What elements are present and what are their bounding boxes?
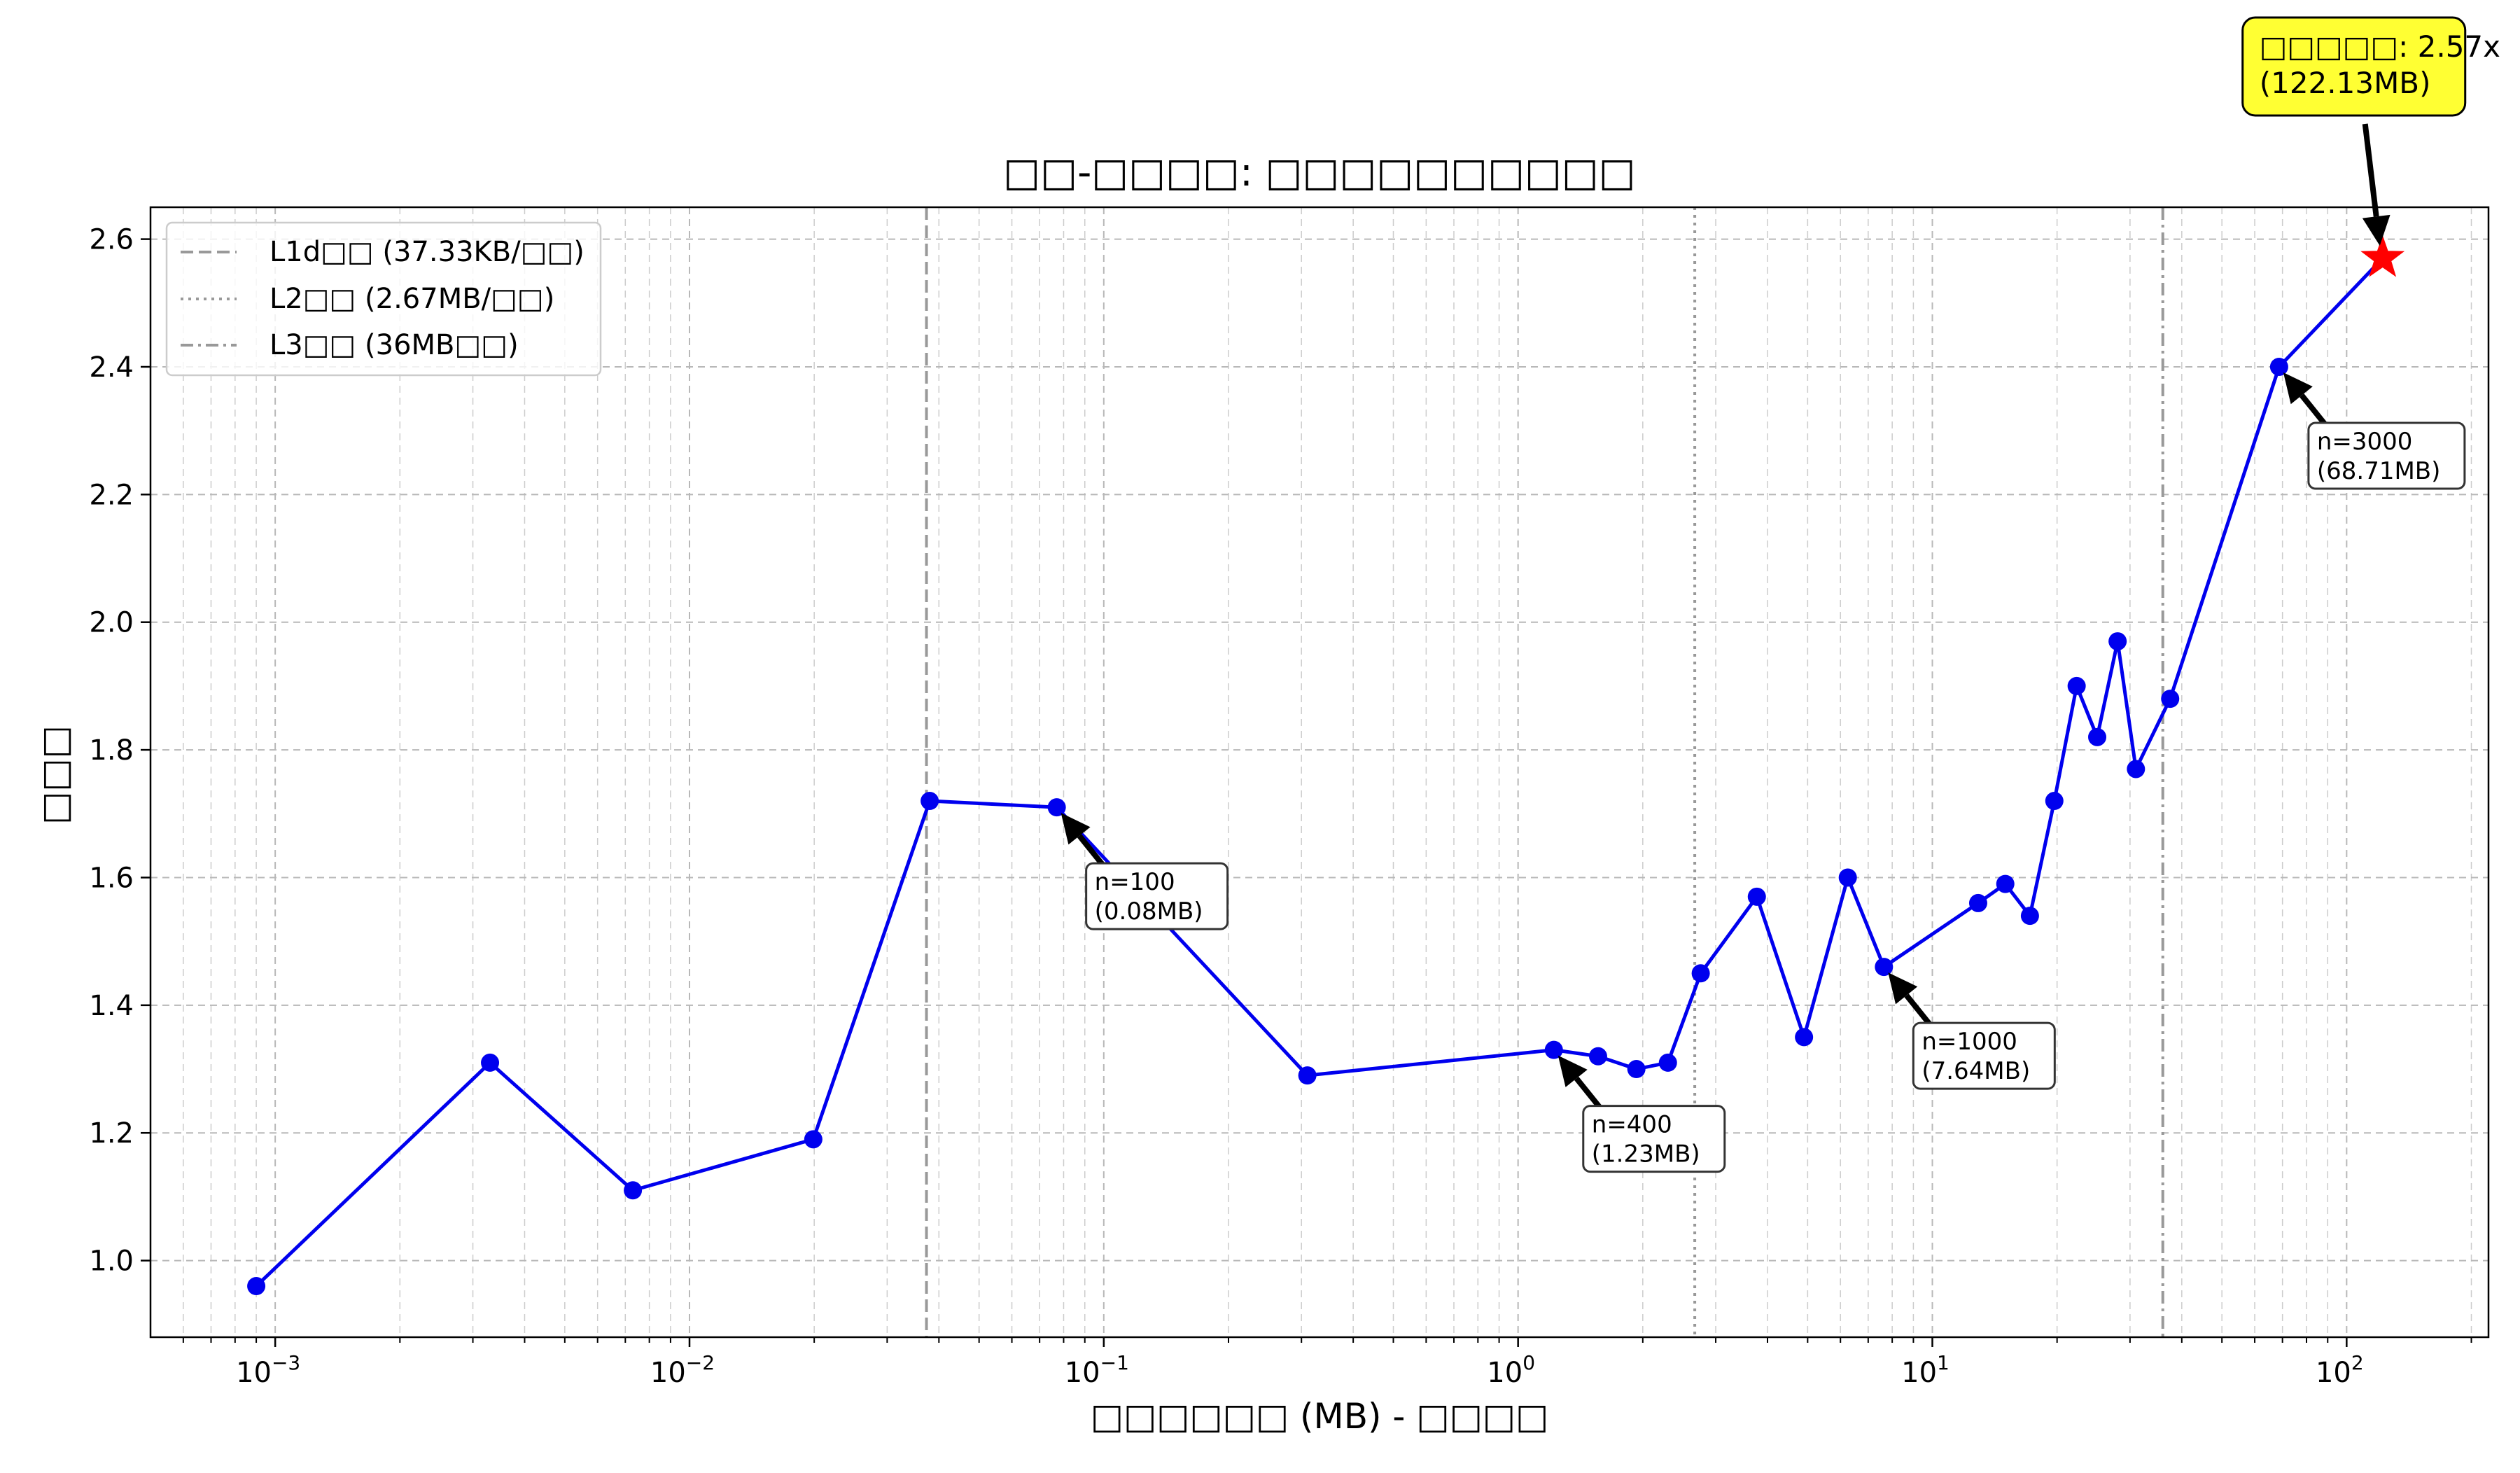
y-axis-label: □□□ <box>34 725 75 825</box>
annotation-label-2: n=400 <box>1592 1111 1672 1139</box>
legend-label-l3: L3□□ (36MB□□) <box>270 329 519 361</box>
annotations: n=100(0.08MB) n=400(1.23MB) n=1000(7.64MB)… <box>1060 16 2500 1173</box>
data-point <box>2127 760 2146 779</box>
data-point <box>1691 964 1710 983</box>
data-point <box>1544 1040 1563 1059</box>
peak-arrow-head <box>2362 214 2390 246</box>
legend-label-l2: L2□□ (2.67MB/□□) <box>270 283 554 315</box>
data-point <box>1588 1047 1607 1066</box>
y-tick-label: 1.2 <box>89 1117 134 1150</box>
legend-label-l1: L1d□□ (37.33KB/□□) <box>270 236 584 268</box>
peak-annotation-size: (122.13MB) <box>2260 66 2431 100</box>
y-tick-label: 2.2 <box>89 479 134 511</box>
annotation-arrow-4-head <box>2283 372 2313 405</box>
annotation-size-4: (68.71MB) <box>2317 457 2441 485</box>
plot-frame <box>149 206 2490 1339</box>
data-point <box>247 1277 266 1296</box>
annotation-label-3: n=1000 <box>1921 1028 2017 1056</box>
data-point <box>1747 887 1766 906</box>
data-point <box>1047 798 1066 817</box>
annotation-box-4 <box>2307 421 2466 490</box>
y-tick-label: 2.6 <box>89 224 134 256</box>
annotation-box-1 <box>1085 862 1229 930</box>
annotation-box-3 <box>1912 1021 2056 1090</box>
peak-annotation-box <box>2241 16 2467 117</box>
legend-box <box>165 221 602 377</box>
major-gridlines <box>150 207 2488 1337</box>
data-point <box>1968 893 1987 912</box>
data-point <box>804 1130 822 1149</box>
legend: L1d□□ (37.33KB/□□) L2□□ (2.67MB/□□) L3□□… <box>165 221 602 377</box>
data-point <box>2020 907 2039 926</box>
data-point <box>1298 1066 1317 1085</box>
data-point <box>1795 1028 1814 1047</box>
data-point <box>1996 874 2015 893</box>
x-axis-label: □□□□□□ (MB) - □□□□ <box>1091 1396 1549 1437</box>
annotation-size-2: (1.23MB) <box>1592 1140 1700 1168</box>
data-point <box>1627 1060 1646 1079</box>
annotation-size-1: (0.08MB) <box>1095 898 1203 926</box>
annotation-arrow-1-head <box>1060 813 1091 845</box>
data-point <box>1875 958 1893 977</box>
data-point <box>920 792 939 811</box>
y-tick-label: 1.6 <box>89 862 134 894</box>
y-tick-label: 2.0 <box>89 607 134 639</box>
data-point <box>2088 727 2107 746</box>
y-axis-ticks: 1.0 1.2 1.4 1.6 1.8 2.0 2.2 2.4 2.6 <box>89 224 150 1278</box>
data-point <box>1838 868 1857 887</box>
peak-arrow-shaft <box>2362 123 2379 217</box>
peak-annotation-label: □□□□□: 2.57x <box>2260 29 2500 64</box>
x-tick-label: 10−1 <box>1065 1351 1129 1389</box>
y-tick-label: 2.4 <box>89 351 134 384</box>
annotation-label-4: n=3000 <box>2317 428 2413 456</box>
chart-title: □□-□□□□: □□□□□□□□□□ <box>1003 150 1635 195</box>
data-point <box>1658 1053 1677 1072</box>
data-point <box>624 1181 643 1200</box>
annotation-label-1: n=100 <box>1095 868 1175 896</box>
peak-star-marker <box>2360 235 2405 277</box>
data-point <box>481 1053 500 1072</box>
annotation-arrow-3-head <box>1888 972 1918 1005</box>
data-point <box>2269 357 2288 376</box>
annotation-arrow-2-head <box>1558 1055 1588 1087</box>
x-tick-label: 102 <box>2316 1351 2364 1389</box>
y-tick-label: 1.0 <box>89 1245 134 1278</box>
annotation-size-3: (7.64MB) <box>1921 1057 2030 1085</box>
data-point <box>2067 676 2086 695</box>
data-point <box>2108 632 2127 651</box>
y-tick-label: 1.4 <box>89 990 134 1022</box>
y-tick-label: 1.8 <box>89 734 134 767</box>
data-point <box>2161 690 2180 708</box>
minor-gridlines <box>183 207 2472 1337</box>
annotation-box-2 <box>1582 1105 1726 1173</box>
data-point <box>2045 792 2064 811</box>
series-points <box>247 235 2405 1296</box>
